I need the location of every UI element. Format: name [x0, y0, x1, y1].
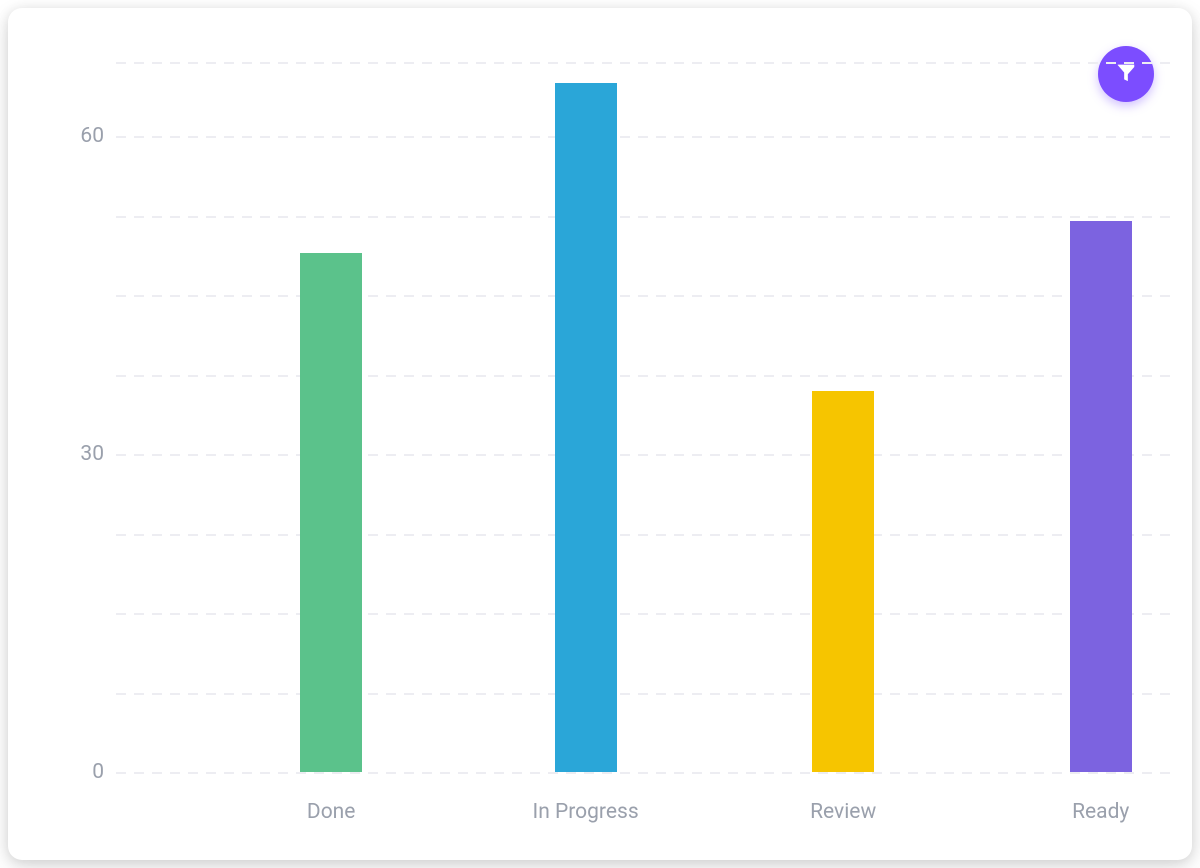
chart-card: 0 30 60 Done In Progress Review Ready — [8, 8, 1192, 860]
x-tick-label: In Progress — [532, 800, 638, 824]
x-tick-label: Review — [810, 800, 876, 824]
chart-bars — [116, 62, 1176, 772]
bar-in-progress — [555, 83, 617, 772]
bar-done — [300, 253, 362, 772]
y-tick-label: 30 — [48, 442, 104, 466]
y-tick-label: 0 — [48, 760, 104, 784]
x-tick-label: Ready — [1072, 800, 1129, 824]
y-tick-label: 60 — [48, 124, 104, 148]
x-axis-labels: Done In Progress Review Ready — [116, 790, 1176, 830]
bar-review — [812, 391, 874, 772]
bar-chart — [116, 62, 1176, 772]
y-axis-labels: 03060 — [48, 62, 104, 772]
gridline-major — [116, 772, 1176, 774]
x-tick-label: Done — [307, 800, 356, 824]
bar-ready — [1070, 221, 1132, 772]
